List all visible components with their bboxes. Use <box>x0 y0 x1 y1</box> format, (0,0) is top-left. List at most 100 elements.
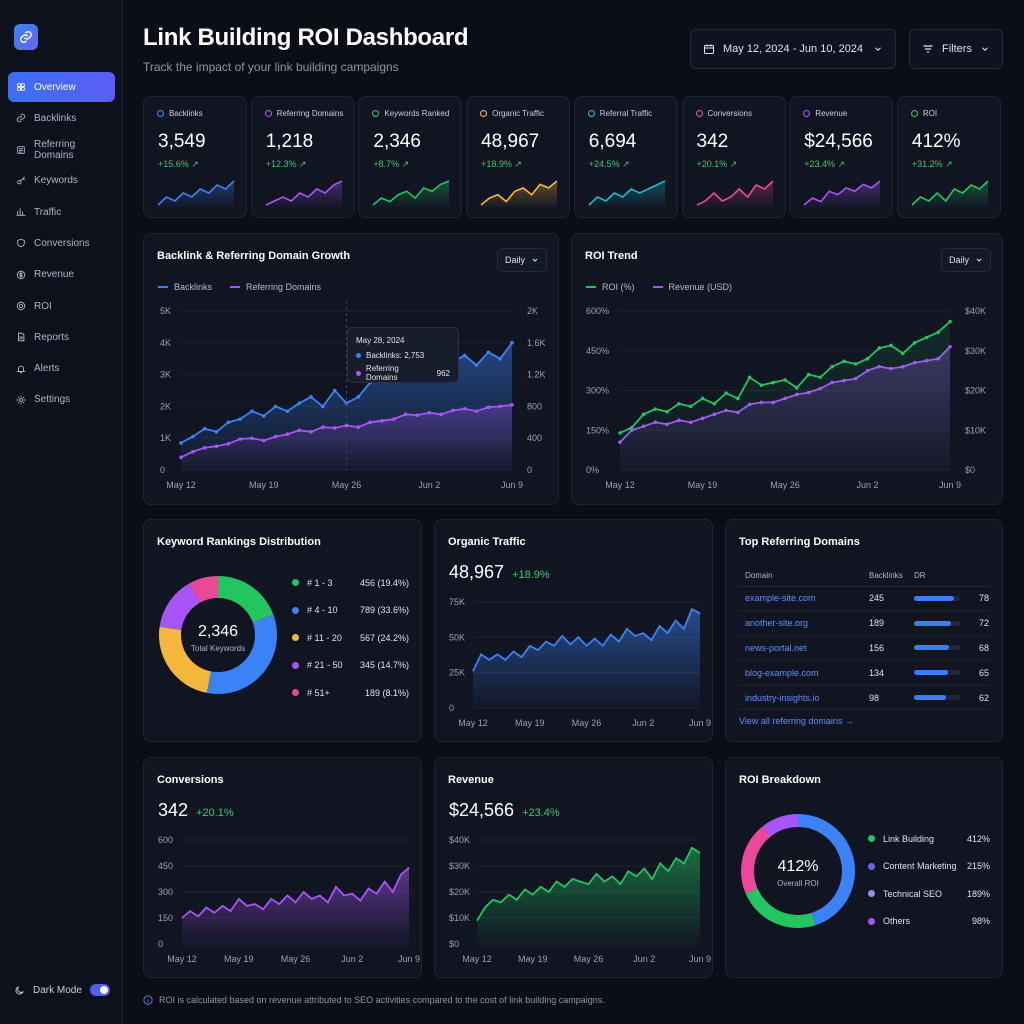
kpi-card-organic-traffic[interactable]: Organic Traffic 48,967 +18.9% ↗ <box>466 96 571 218</box>
data-point[interactable] <box>179 455 183 460</box>
domain-link[interactable]: another-site.org <box>739 610 869 637</box>
data-point[interactable] <box>936 330 941 334</box>
data-point[interactable] <box>474 409 479 413</box>
data-point[interactable] <box>202 445 207 450</box>
sidebar-item-backlinks[interactable]: Backlinks <box>8 103 115 133</box>
data-point[interactable] <box>226 441 231 446</box>
data-point[interactable] <box>226 420 231 425</box>
data-point[interactable] <box>901 351 905 356</box>
kpi-card-revenue[interactable]: Revenue $24,566 +23.4% ↗ <box>789 96 894 218</box>
data-point[interactable] <box>238 437 242 441</box>
roi-period-select[interactable]: Daily <box>941 248 991 272</box>
data-point[interactable] <box>736 396 740 401</box>
sidebar-item-referring-domains[interactable]: Referring Domains <box>8 135 115 165</box>
sidebar-item-roi[interactable]: ROI <box>8 291 115 321</box>
data-point[interactable] <box>498 404 502 409</box>
data-point[interactable] <box>297 401 302 406</box>
data-point[interactable] <box>759 383 764 387</box>
data-point[interactable] <box>700 396 705 401</box>
donut-slice[interactable] <box>745 888 816 928</box>
data-point[interactable] <box>321 425 325 429</box>
data-point[interactable] <box>806 372 811 377</box>
data-point[interactable] <box>486 405 491 409</box>
sidebar-item-overview[interactable]: Overview <box>8 72 115 102</box>
data-point[interactable] <box>641 412 646 417</box>
data-point[interactable] <box>948 319 952 324</box>
data-point[interactable] <box>677 401 681 406</box>
data-point[interactable] <box>427 410 432 415</box>
data-point[interactable] <box>309 395 313 399</box>
donut-slice[interactable] <box>159 626 211 693</box>
data-point[interactable] <box>297 428 302 433</box>
data-point[interactable] <box>451 408 455 413</box>
data-point[interactable] <box>415 413 420 417</box>
data-point[interactable] <box>712 401 717 406</box>
donut-slice[interactable] <box>218 576 274 623</box>
sidebar-item-revenue[interactable]: Revenue <box>8 260 115 290</box>
date-range-picker[interactable]: May 12, 2024 - Jun 10, 2024 <box>690 29 896 69</box>
data-point[interactable] <box>724 391 728 395</box>
data-point[interactable] <box>747 375 752 380</box>
data-point[interactable] <box>285 432 290 437</box>
data-point[interactable] <box>842 359 846 364</box>
sidebar-item-reports[interactable]: Reports <box>8 322 115 352</box>
data-point[interactable] <box>830 364 834 369</box>
data-point[interactable] <box>273 404 278 409</box>
data-point[interactable] <box>403 412 408 417</box>
filters-button[interactable]: Filters <box>909 29 1003 69</box>
donut-slice[interactable] <box>189 576 218 603</box>
domain-link[interactable]: industry-insights.io <box>739 685 869 711</box>
data-point[interactable] <box>853 362 858 366</box>
data-point[interactable] <box>498 356 502 361</box>
sidebar-item-conversions[interactable]: Conversions <box>8 228 115 258</box>
data-point[interactable] <box>273 434 278 439</box>
data-point[interactable] <box>321 404 325 409</box>
kpi-card-conversions[interactable]: Conversions 342 +20.1% ↗ <box>681 96 786 218</box>
dark-mode-toggle[interactable] <box>90 984 110 996</box>
data-point[interactable] <box>391 417 396 421</box>
data-point[interactable] <box>877 346 882 350</box>
kpi-card-roi[interactable]: ROI 412% +31.2% ↗ <box>896 96 1001 218</box>
kpi-card-keywords-ranked[interactable]: Keywords Ranked 2,346 +8.7% ↗ <box>358 96 463 218</box>
data-point[interactable] <box>332 388 337 393</box>
data-point[interactable] <box>261 414 266 418</box>
data-point[interactable] <box>344 423 349 428</box>
donut-slice[interactable] <box>206 614 277 694</box>
data-point[interactable] <box>653 407 658 411</box>
data-point[interactable] <box>439 412 443 417</box>
data-point[interactable] <box>783 378 787 382</box>
data-point[interactable] <box>818 375 823 380</box>
data-point[interactable] <box>332 426 337 430</box>
donut-slice[interactable] <box>159 583 201 630</box>
data-point[interactable] <box>889 343 893 348</box>
data-point[interactable] <box>285 409 290 413</box>
data-point[interactable] <box>629 425 634 430</box>
data-point[interactable] <box>214 444 219 448</box>
data-point[interactable] <box>771 380 776 385</box>
data-point[interactable] <box>191 434 195 439</box>
growth-period-select[interactable]: Daily <box>497 248 547 272</box>
data-point[interactable] <box>250 436 254 440</box>
data-point[interactable] <box>665 409 669 414</box>
data-point[interactable] <box>380 418 384 423</box>
data-point[interactable] <box>356 395 361 399</box>
data-point[interactable] <box>510 341 514 345</box>
sidebar-item-settings[interactable]: Settings <box>8 385 115 415</box>
data-point[interactable] <box>924 335 929 340</box>
data-point[interactable] <box>865 356 870 361</box>
data-point[interactable] <box>794 386 799 390</box>
sidebar-item-keywords[interactable]: Keywords <box>8 166 115 196</box>
data-point[interactable] <box>462 353 467 358</box>
data-point[interactable] <box>214 430 219 434</box>
sidebar-item-alerts[interactable]: Alerts <box>8 354 115 384</box>
donut-slice[interactable] <box>741 826 771 894</box>
app-logo[interactable] <box>14 24 38 50</box>
donut-slice[interactable] <box>798 814 855 926</box>
domain-link[interactable]: news-portal.net <box>739 635 869 661</box>
kpi-card-referring-domains[interactable]: Referring Domains 1,218 +12.3% ↗ <box>250 96 355 218</box>
domain-link[interactable]: blog-example.com <box>739 660 869 686</box>
data-point[interactable] <box>179 441 183 445</box>
data-point[interactable] <box>912 341 917 345</box>
kpi-card-referral-traffic[interactable]: Referral Traffic 6,694 +24.5% ↗ <box>573 96 678 218</box>
data-point[interactable] <box>261 438 266 443</box>
